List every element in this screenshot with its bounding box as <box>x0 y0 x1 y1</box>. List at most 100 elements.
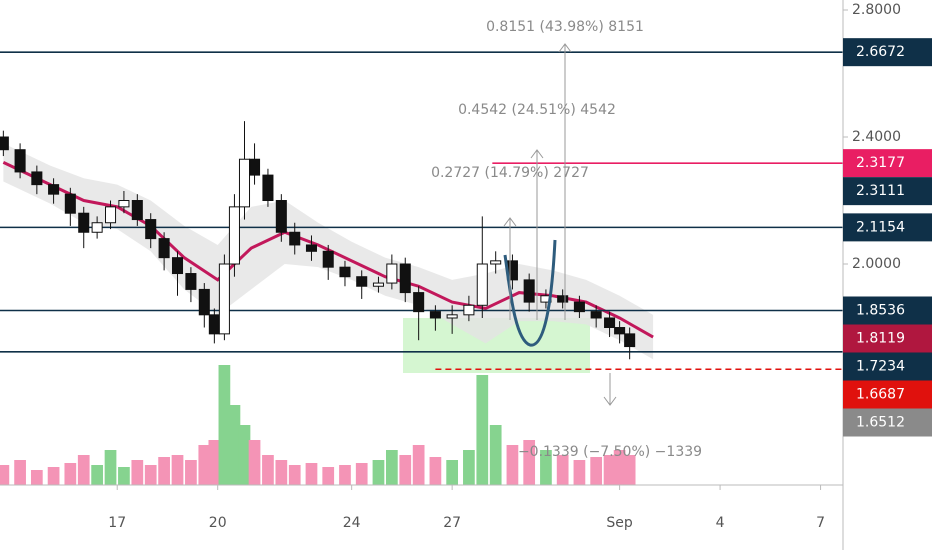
candle-body <box>31 171 43 186</box>
candle-body <box>372 282 384 287</box>
candle-body <box>356 276 368 287</box>
volume-bar <box>262 455 274 485</box>
price-tag <box>843 296 932 325</box>
candle-body <box>145 219 157 240</box>
candle-body <box>386 263 398 284</box>
volume-bar <box>590 457 603 485</box>
volume-bar <box>218 365 231 485</box>
candle-body <box>118 200 130 208</box>
volume-bar <box>118 467 130 485</box>
candle-body <box>590 311 602 319</box>
arrow-head <box>603 396 617 406</box>
arrow-head <box>530 149 544 159</box>
price-tag <box>843 177 932 206</box>
volume-bar <box>238 425 251 485</box>
price-tag-label: 1.7234 <box>856 358 905 374</box>
plot-area <box>0 51 843 370</box>
x-tick-label: Sep <box>606 515 633 531</box>
candle-body <box>228 206 240 265</box>
volume-bar <box>463 450 475 485</box>
price-tag-label: 1.8119 <box>856 330 905 346</box>
volume-bar <box>248 440 261 485</box>
volume-bar <box>171 455 184 485</box>
candle-body <box>604 317 616 329</box>
price-tag-label: 2.1154 <box>856 219 905 235</box>
volume-bar <box>0 465 10 485</box>
drawings <box>0 318 636 485</box>
candle-body <box>523 279 535 303</box>
axis-bg <box>843 0 932 550</box>
volume-bar <box>523 440 536 485</box>
volume-bar <box>64 463 77 485</box>
volume-bar <box>131 460 144 485</box>
candle-body <box>48 184 60 195</box>
annotations: 0.8151 (43.98%) 8151 0.4542 (24.51%) 454… <box>431 19 702 460</box>
volume-bar <box>339 465 351 485</box>
volume-bar <box>322 467 335 485</box>
candle-body <box>171 257 184 275</box>
volume-bar <box>489 425 502 485</box>
candle-body <box>399 263 411 294</box>
candle-body <box>249 158 261 176</box>
candle-body <box>614 327 626 335</box>
price-tag <box>843 324 932 353</box>
volume-bar <box>47 467 60 485</box>
measure-label: 0.8151 (43.98%) 8151 <box>486 19 644 35</box>
volume-bar <box>476 375 489 485</box>
candle-body <box>208 314 220 335</box>
candle-body <box>429 311 441 319</box>
candle-body <box>624 333 636 348</box>
measure-label: 0.4542 (24.51%) 4542 <box>458 102 616 118</box>
volume-bar <box>613 450 626 485</box>
volume-bar <box>185 460 197 485</box>
volume-bar <box>158 457 170 485</box>
volume-bar <box>144 465 157 485</box>
volume-bar <box>198 445 211 485</box>
candle-body <box>218 263 230 335</box>
candle-body <box>557 295 569 303</box>
candle-body <box>289 231 301 246</box>
volume-bar <box>288 465 301 485</box>
candle-body <box>305 244 318 252</box>
volume-bar <box>372 460 385 485</box>
x-tick-label: 17 <box>108 515 126 531</box>
candle-body <box>91 222 103 233</box>
volume-bar <box>399 455 412 485</box>
candle-body <box>322 250 334 268</box>
volume-bar <box>429 457 442 485</box>
candle-body <box>198 288 210 316</box>
candle-body <box>64 193 76 214</box>
x-tick-label: 24 <box>343 515 361 531</box>
volume-bar <box>30 470 43 485</box>
volume-bar <box>91 465 103 485</box>
candle-body <box>490 260 502 265</box>
volume-bar <box>77 455 90 485</box>
candle-body <box>413 292 425 313</box>
price-tag <box>843 149 932 178</box>
candle-body <box>573 301 585 313</box>
measure-label: −0.1339 (−7.50%) −1339 <box>518 444 702 460</box>
price-tag <box>843 213 932 242</box>
x-tick-label: 27 <box>443 515 461 531</box>
price-tag-label: 1.8536 <box>856 302 905 318</box>
volume-bar <box>412 445 425 485</box>
candle-body <box>105 206 117 224</box>
volume-bar <box>355 463 368 485</box>
measure-label: 0.2727 (14.79%) 2727 <box>431 165 589 181</box>
candle-body <box>131 200 143 221</box>
volume-bar <box>208 440 221 485</box>
candle-body <box>0 136 9 151</box>
candle-body <box>158 238 170 259</box>
volume-bar <box>14 460 26 485</box>
candle-body <box>238 158 251 208</box>
volume-bar <box>275 460 288 485</box>
candle-body <box>185 273 197 290</box>
volume-bar <box>540 450 552 485</box>
x-tick-label: 4 <box>716 515 725 531</box>
price-tag <box>843 352 932 381</box>
y-tick-label: 2.4000 <box>852 129 901 145</box>
price-tag-label: 1.6512 <box>856 414 905 430</box>
price-tag <box>843 38 932 67</box>
candle-body <box>476 263 488 306</box>
volume-bar <box>623 455 636 485</box>
